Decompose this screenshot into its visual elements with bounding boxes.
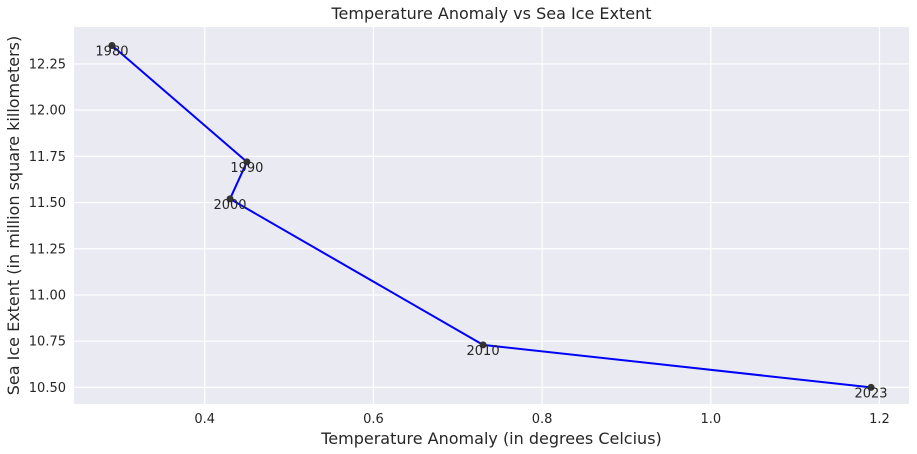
chart-title: Temperature Anomaly vs Sea Ice Extent: [330, 4, 651, 23]
y-tick-label: 11.25: [29, 242, 66, 257]
data-point-marker: [243, 158, 251, 166]
data-point-marker: [108, 41, 116, 49]
y-tick-label: 11.75: [29, 150, 66, 165]
grid-lines: [74, 27, 909, 404]
x-tick-label: 1.2: [869, 412, 890, 427]
data-point-marker: [867, 383, 875, 391]
data-point-label: 2023: [854, 386, 887, 401]
y-tick-label: 12.25: [29, 57, 66, 72]
x-axis-ticks: 0.4 0.6 0.8 1.0 1.2: [194, 412, 889, 427]
data-point-marker: [226, 195, 234, 203]
data-point-label: 2010: [467, 344, 500, 359]
data-point-label: 1990: [230, 161, 263, 176]
x-axis-title: Temperature Anomaly (in degrees Celcius): [320, 429, 662, 448]
x-tick-label: 0.6: [363, 412, 384, 427]
y-tick-label: 10.50: [29, 381, 66, 396]
y-axis-title: Sea Ice Extent (in million square killom…: [4, 36, 23, 396]
x-tick-label: 0.8: [532, 412, 553, 427]
y-tick-label: 10.75: [29, 335, 66, 350]
y-tick-label: 11.50: [29, 196, 66, 211]
data-point-marker: [479, 341, 487, 349]
y-axis-ticks: 10.50 10.75 11.00 11.25 11.50 11.75 12.00 12.25: [29, 57, 66, 395]
x-tick-label: 1.0: [700, 412, 721, 427]
y-tick-label: 11.00: [29, 288, 66, 303]
data-points: 1980 1990 2000 2010 2023: [95, 41, 888, 401]
x-tick-label: 0.4: [194, 412, 215, 427]
y-tick-label: 12.00: [29, 104, 66, 119]
data-point-label: 1980: [95, 44, 128, 59]
data-point-label: 2000: [213, 198, 246, 213]
